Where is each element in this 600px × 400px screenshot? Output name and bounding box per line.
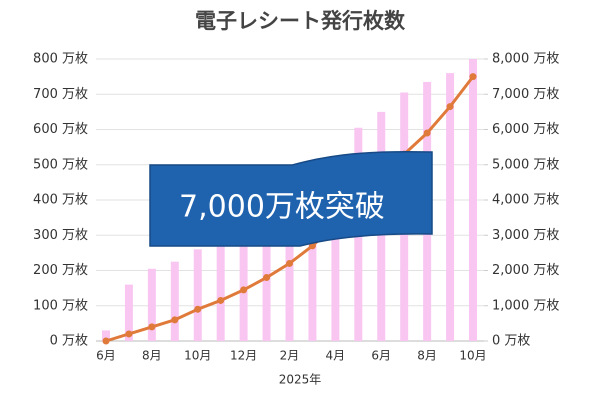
y2-tick-label: 0 万枚 <box>492 334 530 349</box>
point <box>286 259 293 267</box>
bar <box>124 284 133 341</box>
y-tick-label: 700 万枚 <box>33 87 88 102</box>
x-tick-label: 10月 <box>459 349 486 363</box>
x-axis-label: 2025年 <box>279 373 322 387</box>
point <box>240 286 248 294</box>
point <box>171 316 179 324</box>
x-tick-label: 6月 <box>371 349 391 363</box>
y-tick-label: 0 万枚 <box>50 334 88 349</box>
y2-tick-label: 2,000 万枚 <box>492 263 559 278</box>
bar <box>469 59 477 341</box>
bar <box>170 261 179 341</box>
bar <box>216 245 225 341</box>
y-tick-label: 200 万枚 <box>33 263 88 278</box>
bar <box>331 221 340 341</box>
y-tick-label: 300 万枚 <box>33 228 88 243</box>
y-tick-label: 600 万枚 <box>33 122 88 137</box>
y2-tick-label: 3,000 万枚 <box>492 228 559 243</box>
x-tick-label: 8月 <box>142 349 162 363</box>
y-tick-label: 400 万枚 <box>33 193 88 208</box>
point <box>125 330 133 338</box>
bar <box>147 268 156 341</box>
y2-tick-label: 8,000 万枚 <box>492 52 559 67</box>
y-tick-label: 800 万枚 <box>33 52 88 67</box>
point <box>148 323 156 331</box>
point <box>423 129 431 137</box>
x-tick-label: 12月 <box>230 349 257 363</box>
y2-tick-label: 1,000 万枚 <box>492 298 559 313</box>
banner: 7,000万枚突破 <box>149 150 433 247</box>
point <box>102 337 110 345</box>
point <box>446 103 454 111</box>
bar <box>308 224 317 341</box>
point <box>263 274 271 282</box>
y2-tick-label: 6,000 万枚 <box>492 122 559 137</box>
x-tick-label: 2月 <box>280 349 300 363</box>
annotation: 7,000万枚突破 <box>179 190 385 225</box>
y-tick-label: 500 万枚 <box>33 157 88 172</box>
bar <box>193 249 202 341</box>
x-tick-label: 4月 <box>326 349 346 363</box>
y2-tick-label: 7,000 万枚 <box>492 87 559 102</box>
y2-tick-label: 5,000 万枚 <box>492 157 559 172</box>
x-tick-label: 8月 <box>417 349 437 363</box>
point <box>469 73 477 81</box>
bar <box>285 231 294 341</box>
y-tick-label: 100 万枚 <box>33 298 88 313</box>
chart-title: 電子レシート発行枚数 <box>195 9 406 33</box>
bar <box>262 238 271 341</box>
point <box>217 296 225 304</box>
bar <box>102 330 110 341</box>
x-tick-label: 6月 <box>96 349 116 363</box>
bar <box>446 73 455 341</box>
banner-shape <box>149 150 433 247</box>
point <box>194 305 202 313</box>
y2-tick-label: 4,000 万枚 <box>492 193 559 208</box>
x-tick-label: 10月 <box>184 349 211 363</box>
